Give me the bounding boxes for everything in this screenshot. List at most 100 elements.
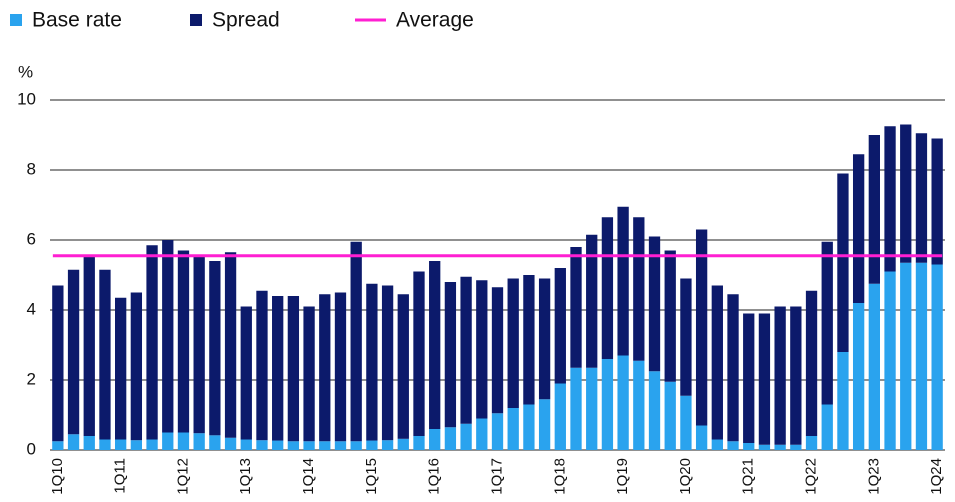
bar-segment xyxy=(852,154,865,303)
bar-segment xyxy=(570,367,582,450)
x-tick-label: 1Q24 xyxy=(928,458,945,495)
bar-segment xyxy=(476,280,488,419)
bar-segment xyxy=(617,355,629,450)
bar-segment xyxy=(115,297,127,440)
bar-segment xyxy=(774,306,786,445)
y-tick-label: 8 xyxy=(27,159,36,178)
bar-segment xyxy=(256,290,268,441)
bar-segment xyxy=(648,236,661,372)
bar-segment xyxy=(727,441,739,450)
bar-segment xyxy=(680,278,692,396)
bar-segment xyxy=(334,292,347,442)
bar-segment xyxy=(664,381,676,450)
bar-segment xyxy=(664,250,676,382)
bar-segment xyxy=(711,439,723,450)
y-axis-label: % xyxy=(18,62,33,81)
bar-segment xyxy=(381,285,394,441)
x-tick-label: 1Q10 xyxy=(49,458,66,495)
bar-segment xyxy=(601,359,614,450)
y-tick-label: 10 xyxy=(17,89,36,108)
bar-segment xyxy=(648,371,661,450)
bar-segment xyxy=(538,278,551,400)
bar-segment xyxy=(67,434,80,450)
bar-segment xyxy=(319,441,331,450)
bar-segment xyxy=(570,247,582,368)
bar-segment xyxy=(507,408,519,450)
bar-segment xyxy=(460,276,472,424)
bar-segment xyxy=(256,440,268,450)
bar-segment xyxy=(507,278,519,408)
x-tick-label: 1Q20 xyxy=(677,458,694,495)
bar-segment xyxy=(83,436,95,450)
bar-segment xyxy=(884,126,896,272)
bar-segment xyxy=(633,217,645,361)
bar-segment xyxy=(491,287,504,414)
bar-segment xyxy=(287,441,300,450)
bar-segment xyxy=(852,303,865,450)
bar-segment xyxy=(538,399,551,450)
bar-segment xyxy=(52,441,64,450)
bar-segment xyxy=(476,418,488,450)
bar-segment xyxy=(790,444,802,450)
bar-segment xyxy=(586,234,598,368)
bar-segment xyxy=(523,404,535,450)
bar-segment xyxy=(460,423,472,450)
y-tick-label: 0 xyxy=(27,439,36,458)
bar-segment xyxy=(146,439,158,450)
bar-segment xyxy=(350,241,362,442)
bar-segment xyxy=(67,269,80,435)
bar-segment xyxy=(931,138,943,265)
bar-segment xyxy=(99,269,111,440)
bar-segment xyxy=(444,282,457,428)
bar-segment xyxy=(83,255,95,436)
y-tick-label: 6 xyxy=(27,229,36,248)
x-tick-label: 1Q21 xyxy=(740,458,757,495)
bar-segment xyxy=(523,275,535,405)
x-tick-label: 1Q23 xyxy=(865,458,882,495)
bar-segment xyxy=(115,439,127,450)
x-tick-label: 1Q17 xyxy=(488,458,505,495)
bar-segment xyxy=(224,437,237,450)
bar-segment xyxy=(695,229,708,426)
x-tick-label: 1Q12 xyxy=(174,458,191,495)
bar-segment xyxy=(272,440,284,450)
bar-segment xyxy=(334,441,347,450)
bar-segment xyxy=(99,439,111,450)
bar-segment xyxy=(805,290,818,436)
bar-segment xyxy=(774,444,786,450)
bar-segment xyxy=(900,262,912,450)
legend-label: Base rate xyxy=(32,9,122,32)
bar-segment xyxy=(429,261,441,429)
bar-segment xyxy=(303,441,315,450)
bar-segment xyxy=(397,438,409,450)
y-tick-label: 4 xyxy=(27,299,36,318)
bar-segment xyxy=(366,440,378,450)
legend-label: Spread xyxy=(212,9,280,32)
bar-segment xyxy=(617,206,629,356)
x-tick-label: 1Q22 xyxy=(803,458,820,495)
bar-segment xyxy=(554,268,566,384)
x-tick-label: 1Q19 xyxy=(614,458,631,495)
bar-segment xyxy=(350,441,362,450)
bar-segment xyxy=(130,292,143,441)
bar-segment xyxy=(224,252,237,438)
bar-segment xyxy=(758,313,771,445)
bar-segment xyxy=(758,444,771,450)
bar-segment xyxy=(444,427,457,450)
x-tick-label: 1Q13 xyxy=(237,458,254,495)
bar-segment xyxy=(727,294,739,442)
bar-segment xyxy=(915,262,928,450)
bar-segment xyxy=(413,436,425,450)
bar-segment xyxy=(915,133,928,263)
bar-segment xyxy=(554,383,566,450)
bar-segment xyxy=(177,432,190,450)
bar-segment xyxy=(240,439,252,450)
bar-segment xyxy=(146,245,158,440)
legend-label: Average xyxy=(396,9,474,32)
bar-segment xyxy=(743,313,755,443)
bar-segment xyxy=(633,360,645,450)
bar-segment xyxy=(52,285,64,442)
bar-segment xyxy=(272,296,284,441)
x-tick-label: 1Q11 xyxy=(112,458,129,494)
bar-segment xyxy=(240,306,252,440)
